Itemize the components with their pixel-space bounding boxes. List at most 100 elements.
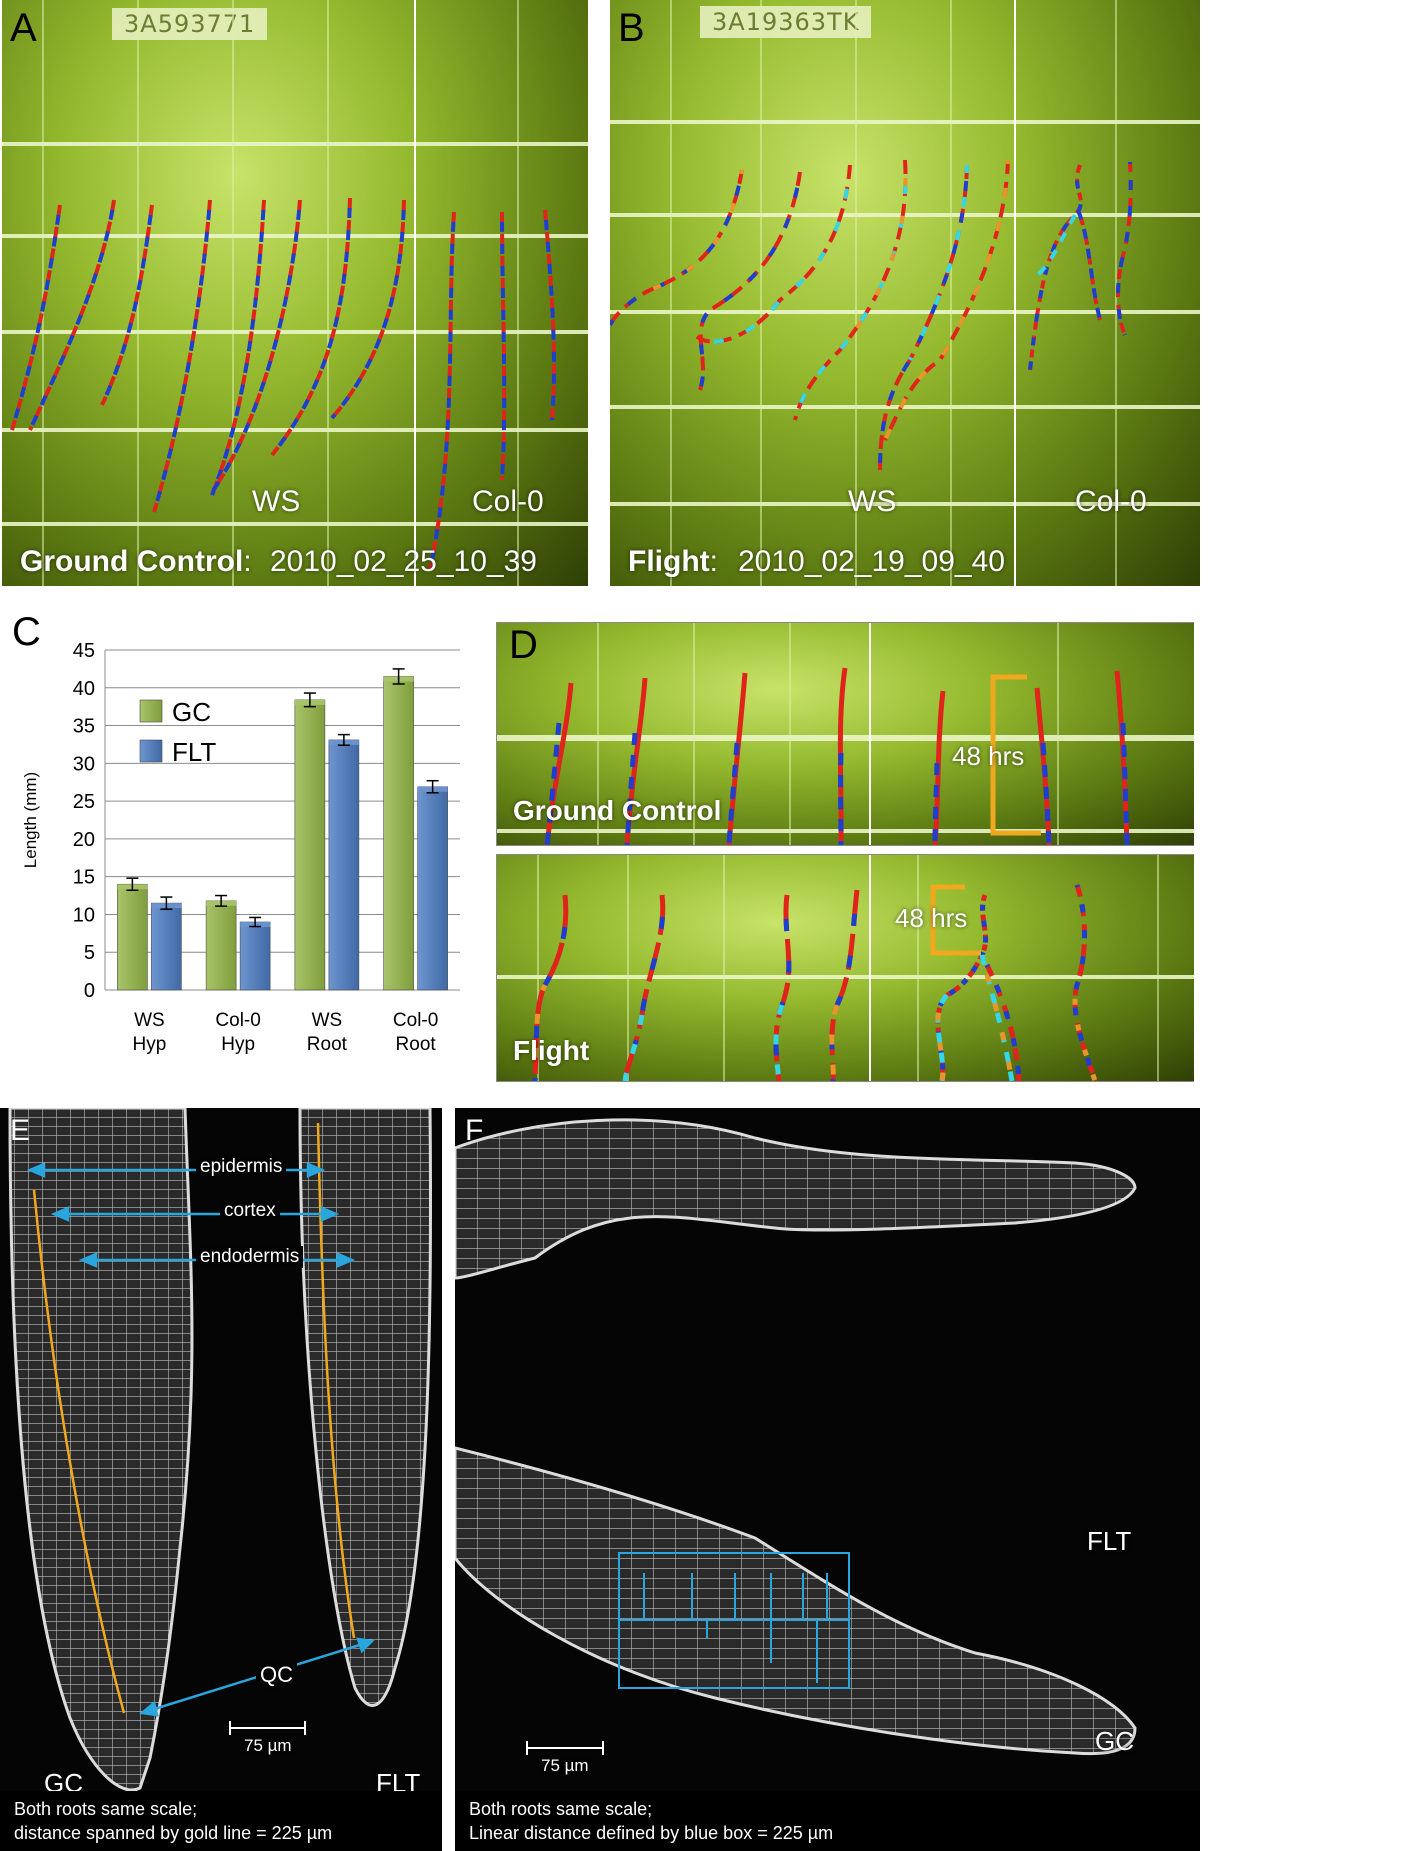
bar-flt	[151, 902, 182, 991]
root-traces	[532, 884, 1098, 1081]
grid-line	[1157, 855, 1159, 1081]
ws-label: WS	[848, 485, 897, 518]
condition-name: Flight	[628, 545, 710, 578]
grid-line	[693, 623, 695, 845]
grid-line	[2, 428, 588, 432]
legend-swatch-flt	[139, 739, 163, 763]
grid-line	[517, 0, 519, 586]
panel-b: 3A19363TK	[610, 0, 1200, 586]
x-tick-label: Root	[396, 1034, 437, 1055]
legend-label-flt: FLT	[172, 737, 216, 767]
panel-d-ground-control: 48 hrs Ground Control D	[496, 622, 1194, 846]
grid-line	[597, 623, 599, 845]
flight-label: Flight	[513, 1035, 589, 1067]
caption-line: Both roots same scale;	[469, 1799, 653, 1819]
panel-letter-a: A	[10, 6, 37, 50]
bar-flt	[328, 739, 360, 991]
y-tick-label: 35	[73, 716, 95, 738]
legend-label-gc: GC	[172, 697, 211, 727]
panel-letter-f: F	[465, 1114, 484, 1147]
x-tick-label: WS	[134, 1010, 165, 1031]
ground-control-label: Ground Control	[513, 795, 721, 827]
flight-text: Flight	[513, 1035, 590, 1066]
caption-line: Both roots same scale;	[14, 1799, 198, 1819]
grid-line	[855, 0, 857, 586]
grid-line	[537, 855, 539, 1081]
y-tick-label: 5	[84, 942, 95, 964]
grid-line	[670, 0, 672, 586]
bar-gc	[383, 676, 414, 991]
grid-line	[497, 975, 1194, 979]
grid-line	[610, 310, 1200, 314]
ws-label: WS	[252, 485, 301, 518]
bar-gc	[117, 883, 148, 991]
panel-letter-d: D	[509, 623, 538, 667]
x-tick-label: Hyp	[132, 1034, 166, 1055]
panel-f: FLT GC 75 µm Both roots same scale; Line…	[455, 1108, 1200, 1851]
panel-c: C 0 5 10 15 20 25 30 35 40 45 Length (mm) WS Hyp Col-…	[0, 610, 480, 1080]
col-label: Col-0	[1075, 485, 1147, 518]
bar-flt	[417, 786, 448, 991]
scale-bar-label: 75 µm	[541, 1756, 589, 1775]
annotation-48hrs: 48 hrs	[895, 903, 968, 933]
condition-label: Ground Control:	[20, 545, 252, 579]
grid-line	[2, 142, 588, 146]
bar-flt	[239, 921, 271, 991]
grid-line	[760, 0, 762, 586]
grid-line	[2, 330, 588, 334]
y-tick-label: 25	[73, 791, 95, 813]
caption-line: distance spanned by gold line = 225 µm	[14, 1823, 333, 1843]
x-tick-label: Col-0	[393, 1010, 438, 1031]
gc-label: GC	[1095, 1726, 1134, 1756]
grid-line	[610, 120, 1200, 124]
grid-line	[723, 855, 725, 1081]
y-tick-label: 45	[73, 640, 95, 662]
legend-swatch-gc	[139, 699, 163, 723]
grid-line	[627, 855, 629, 1081]
grid-line	[1115, 0, 1117, 586]
y-tick-label: 0	[84, 980, 95, 1002]
y-tick-label: 10	[73, 904, 95, 926]
separator: :	[709, 545, 718, 578]
y-tick-label: 30	[73, 753, 95, 775]
grid-line	[950, 0, 952, 586]
grid-line	[610, 405, 1200, 409]
panel-letter-e: E	[10, 1114, 31, 1147]
qc-label: QC	[256, 1662, 297, 1688]
bar-gc	[205, 900, 237, 991]
grid-line	[917, 855, 919, 1081]
x-tick-label: Hyp	[221, 1034, 255, 1055]
root-traces	[544, 667, 1130, 845]
y-tick-label: 40	[73, 678, 95, 700]
panel-letter-b: B	[618, 6, 645, 50]
col-label: Col-0	[472, 485, 544, 518]
genotype-divider	[869, 855, 871, 1081]
panel-d-flight: 48 hrs Flight	[496, 854, 1194, 1082]
y-axis-label: Length (mm)	[21, 772, 40, 868]
grid-line	[497, 829, 1194, 833]
grid-line	[789, 623, 791, 845]
root-micrograph	[455, 1118, 1137, 1756]
condition-name: Ground Control	[20, 545, 244, 578]
x-tick-label: Root	[307, 1034, 348, 1055]
timestamp-label: 2010_02_25_10_39	[270, 545, 537, 578]
grid-line	[610, 213, 1200, 217]
x-tick-label: WS	[312, 1010, 343, 1031]
separator: :	[243, 545, 252, 578]
panel-e-caption: Both roots same scale; distance spanned …	[0, 1791, 442, 1851]
epidermis-label: epidermis	[196, 1156, 287, 1178]
grid-line	[610, 502, 1200, 506]
flt-label: FLT	[1087, 1526, 1132, 1556]
root-micrograph	[8, 1108, 433, 1792]
grid-line	[2, 522, 588, 526]
panel-f-caption: Both roots same scale; Linear distance d…	[455, 1791, 1200, 1851]
ground-control-text: Ground Control	[513, 795, 722, 826]
caption-line: Linear distance defined by blue box = 22…	[469, 1823, 834, 1843]
y-tick-label: 20	[73, 829, 95, 851]
scale-bar-label: 75 µm	[244, 1736, 292, 1755]
grid-line	[327, 0, 329, 586]
genotype-divider	[414, 0, 416, 586]
x-tick-label: Col-0	[215, 1010, 260, 1031]
genotype-divider	[1014, 0, 1016, 586]
plate-id-label: 3A19363TK	[700, 6, 872, 38]
